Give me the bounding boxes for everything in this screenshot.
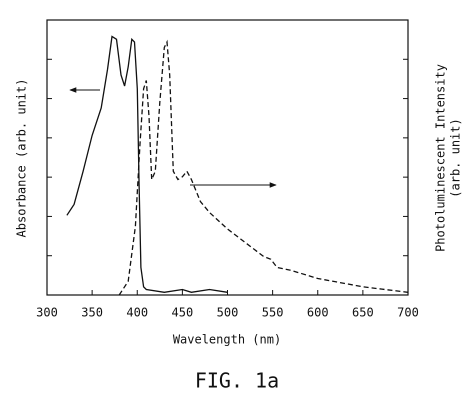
x-tick-label: 650 <box>352 306 374 320</box>
series-line <box>118 39 409 296</box>
x-tick-label: 600 <box>307 306 329 320</box>
x-tick-label: 500 <box>217 306 239 320</box>
x-tick-label: 550 <box>262 306 284 320</box>
y2-axis-label: (arb. unit) <box>449 118 463 197</box>
x-axis-label: Wavelength (nm) <box>173 333 281 347</box>
x-tick-label: 300 <box>36 306 58 320</box>
x-tick-label: 350 <box>81 306 103 320</box>
y-axis-label: Absorbance (arb. unit) <box>15 79 29 238</box>
x-tick-label: 450 <box>172 306 194 320</box>
x-tick-label: 700 <box>397 306 419 320</box>
series-line <box>66 35 228 293</box>
y2-axis-label: Photoluminescent Intensity <box>434 64 448 252</box>
x-tick-label: 400 <box>126 306 148 320</box>
plot-frame <box>46 19 409 296</box>
figure-title: FIG. 1a <box>195 369 279 393</box>
